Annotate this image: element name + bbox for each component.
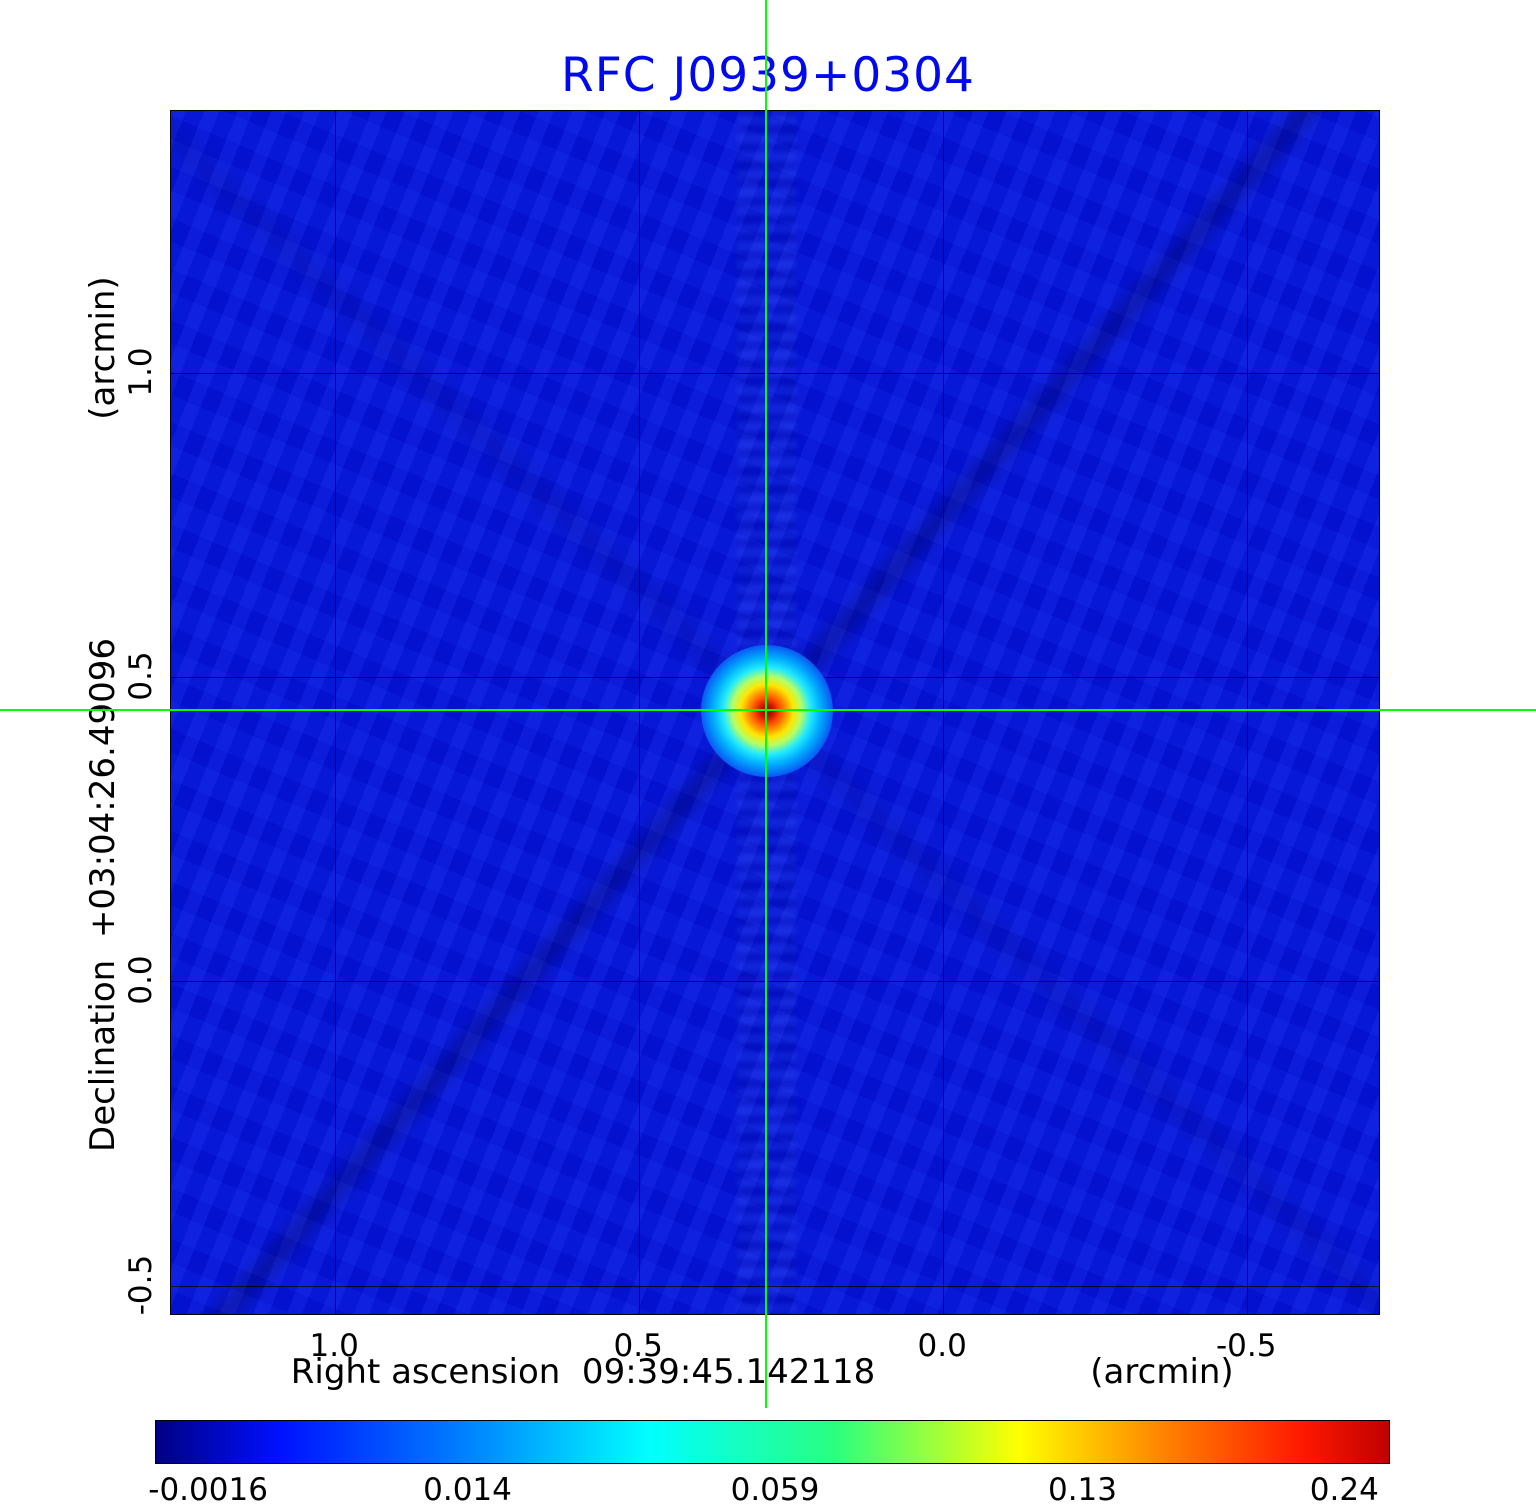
y-tick-label: 1.0 (123, 347, 159, 397)
x-tick-label: -0.5 (1215, 1328, 1277, 1364)
x-tick-label: 0.5 (613, 1328, 663, 1364)
x-gridline (943, 111, 945, 1314)
chart-title: RFC J0939+0304 (561, 48, 975, 103)
x-gridline (335, 111, 337, 1314)
y-tick-label: 0.0 (123, 955, 159, 1005)
y-tick-label: -0.5 (123, 1254, 159, 1315)
colorbar-tick-label: -0.0016 (148, 1472, 268, 1508)
x-tick-label: 1.0 (309, 1328, 359, 1364)
radio-source-blob (700, 644, 833, 777)
colorbar (155, 1420, 1390, 1464)
y-tick-label: 0.5 (123, 651, 159, 701)
y-axis-label: Declination +03:04:26.49096 (83, 638, 123, 1152)
crosshair-horizontal-line (0, 708, 1536, 711)
x-tick-label: 0.0 (917, 1328, 967, 1364)
plot-area (170, 110, 1380, 1315)
y-axis-unit-label: (arcmin) (83, 276, 123, 420)
colorbar-tick-label: 0.24 (1309, 1472, 1379, 1508)
colorbar-tick-label: 0.13 (1047, 1472, 1118, 1508)
crosshair-vertical-line (764, 0, 767, 1408)
x-gridline (1247, 111, 1249, 1314)
y-gridline (171, 1285, 1379, 1287)
x-gridline (639, 111, 641, 1314)
x-axis-label: Right ascension 09:39:45.142118 (290, 1352, 876, 1392)
x-axis-unit-label: (arcmin) (1090, 1352, 1234, 1392)
y-gridline (171, 981, 1379, 983)
y-gridline (171, 372, 1379, 374)
colorbar-tick-label: 0.014 (423, 1472, 512, 1508)
colorbar-tick-label: 0.059 (730, 1472, 820, 1508)
